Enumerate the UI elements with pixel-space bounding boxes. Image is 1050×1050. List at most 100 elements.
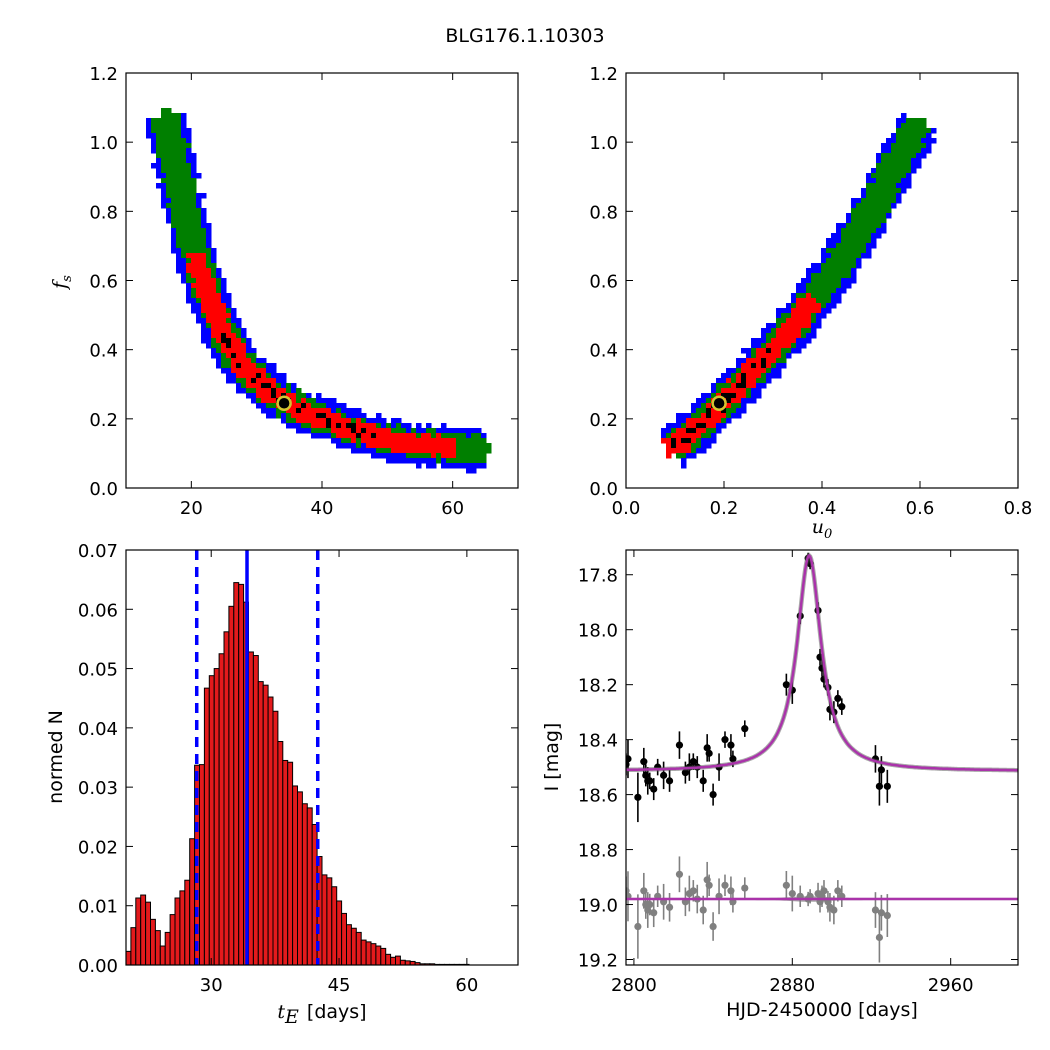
confidence-cell: [791, 308, 797, 314]
confidence-cell: [796, 328, 802, 334]
confidence-cell: [871, 233, 877, 239]
confidence-cell: [846, 243, 852, 249]
confidence-cell: [281, 388, 287, 394]
confidence-cell: [216, 348, 222, 354]
confidence-cell: [186, 293, 192, 299]
histogram-bar: [272, 710, 279, 966]
confidence-cell: [206, 283, 212, 289]
confidence-cell: [466, 468, 472, 474]
confidence-cell: [821, 293, 827, 299]
confidence-cell: [271, 378, 277, 384]
confidence-cell: [246, 353, 252, 359]
confidence-cell: [686, 433, 692, 439]
model-curve: [626, 553, 1018, 772]
confidence-cell: [356, 418, 362, 424]
confidence-cell: [891, 178, 897, 184]
confidence-cell: [176, 258, 182, 264]
confidence-cell: [801, 323, 807, 329]
confidence-cell: [196, 238, 202, 244]
confidence-cell: [321, 408, 327, 414]
confidence-cell: [851, 238, 857, 244]
confidence-cell: [186, 128, 192, 134]
confidence-cell: [881, 153, 887, 159]
confidence-cell: [666, 428, 672, 434]
confidence-cell: [296, 393, 302, 399]
confidence-cell: [356, 438, 362, 444]
confidence-cell: [746, 353, 752, 359]
confidence-cell: [796, 283, 802, 289]
confidence-cell: [766, 353, 772, 359]
confidence-cell: [161, 143, 167, 149]
confidence-cell: [296, 398, 302, 404]
histogram-bar: [267, 696, 274, 966]
confidence-cell: [801, 288, 807, 294]
histogram-bar: [262, 684, 269, 966]
confidence-cell: [706, 393, 712, 399]
confidence-cell: [871, 193, 877, 199]
confidence-cell: [906, 173, 912, 179]
confidence-cell: [246, 368, 252, 374]
confidence-cell: [346, 423, 352, 429]
confidence-cell: [176, 268, 182, 274]
histogram-bar: [179, 890, 186, 966]
confidence-cell: [206, 328, 212, 334]
confidence-cell: [236, 343, 242, 349]
histogram-bar: [385, 953, 392, 966]
confidence-cell: [821, 303, 827, 309]
confidence-cell: [886, 178, 892, 184]
confidence-cell: [206, 343, 212, 349]
confidence-cell: [186, 183, 192, 189]
confidence-cell: [741, 393, 747, 399]
histogram-bar: [336, 900, 343, 966]
confidence-cell: [736, 408, 742, 414]
data-point: [838, 703, 846, 711]
confidence-cell: [691, 453, 697, 459]
confidence-cell: [211, 343, 217, 349]
confidence-cell: [396, 423, 402, 429]
confidence-cell: [866, 188, 872, 194]
plot-frame: [125, 549, 519, 966]
confidence-cell: [226, 338, 232, 344]
confidence-cell: [831, 248, 837, 254]
confidence-cell: [181, 133, 187, 139]
confidence-cell: [436, 428, 442, 434]
confidence-cell: [191, 228, 197, 234]
confidence-cell: [891, 173, 897, 179]
confidence-cell: [811, 288, 817, 294]
confidence-cell: [251, 378, 257, 384]
confidence-cell: [466, 463, 472, 469]
confidence-cell: [176, 248, 182, 254]
confidence-cell: [761, 383, 767, 389]
confidence-cell: [756, 363, 762, 369]
confidence-cell: [701, 443, 707, 449]
confidence-cell: [216, 278, 222, 284]
confidence-cell: [346, 443, 352, 449]
confidence-cell: [231, 353, 237, 359]
confidence-cell: [766, 323, 772, 329]
confidence-cell: [866, 233, 872, 239]
confidence-cell: [821, 283, 827, 289]
histogram-bar: [355, 931, 362, 966]
confidence-cell: [291, 383, 297, 389]
confidence-cell: [191, 203, 197, 209]
confidence-cell: [846, 283, 852, 289]
confidence-cell: [736, 363, 742, 369]
histogram-bar: [164, 931, 171, 966]
confidence-cell: [321, 418, 327, 424]
confidence-cell: [776, 318, 782, 324]
confidence-cell: [376, 453, 382, 459]
confidence-cell: [186, 253, 192, 259]
data-point: [705, 749, 713, 757]
confidence-cell: [336, 433, 342, 439]
confidence-cell: [711, 438, 717, 444]
confidence-cell: [476, 453, 482, 459]
confidence-cell: [681, 413, 687, 419]
light-curve-data: [626, 552, 1018, 963]
confidence-cell: [161, 108, 167, 114]
confidence-cell: [471, 458, 477, 464]
confidence-cell: [451, 453, 457, 459]
confidence-cell: [151, 128, 157, 134]
data-point: [626, 755, 632, 763]
confidence-cell: [276, 393, 282, 399]
confidence-cell: [736, 403, 742, 409]
